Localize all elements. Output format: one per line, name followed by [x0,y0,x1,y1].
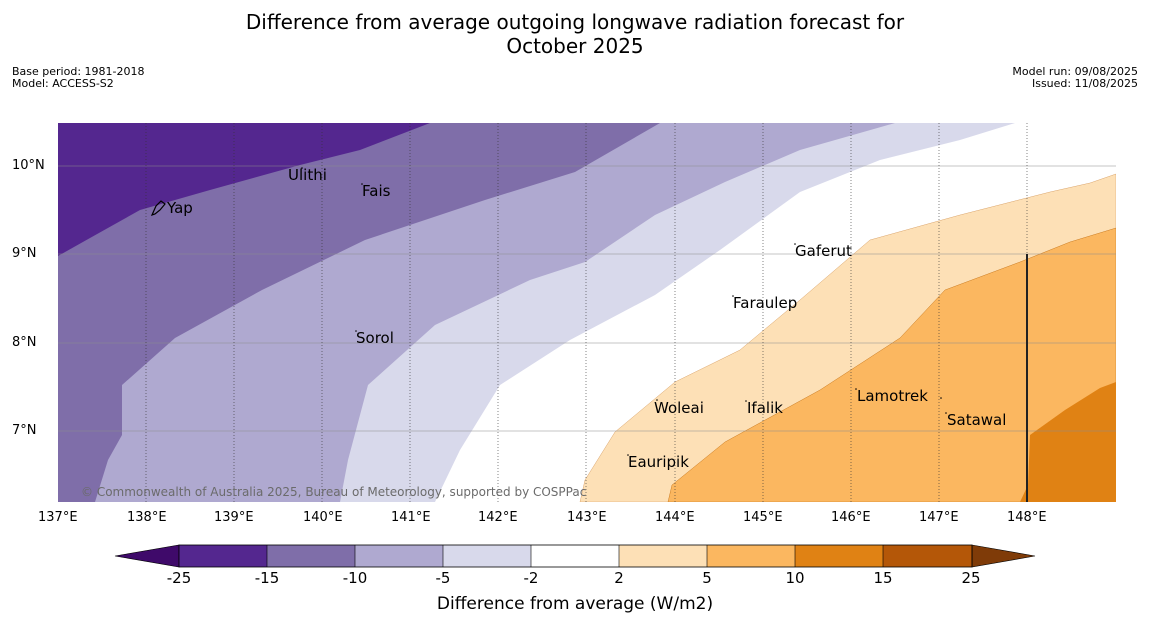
band-plus10-plus15 [1020,382,1116,502]
colorbar-arrow-left [114,544,180,568]
lon-label-137e: 137°E [38,510,78,525]
lat-label-8n: 8°N [12,335,37,350]
colorbar-tick: -2 [523,569,539,587]
island-label-sorol: Sorol [356,329,394,347]
lon-label-138e: 138°E [127,510,167,525]
island-label-woleai: Woleai [654,399,704,417]
colorbar-tick: -10 [342,569,368,587]
lat-gridlines [58,165,1116,432]
lon-label-139e: 139°E [214,510,254,525]
island-label-satawal: Satawal [947,411,1007,429]
colorbar-tick: 5 [702,569,712,587]
lon-gridlines [145,123,1028,502]
title-line-1: Difference from average outgoing longwav… [245,10,905,34]
colorbar-tick: -15 [254,569,280,587]
colorbar-cell [619,545,707,567]
lon-label-140e: 140°E [303,510,343,525]
colorbar-cell [355,545,443,567]
island-label-gaferut: Gaferut [795,242,852,260]
colorbar-tick: -25 [166,569,192,587]
lat-label-10n: 10°N [12,158,45,173]
island-markers [301,167,947,456]
lat-label-9n: 9°N [12,246,37,261]
lon-label-148e: 148°E [1007,510,1047,525]
run-info: Model run: 09/08/2025 Issued: 11/08/2025 [1012,66,1138,90]
colorbar-cell [267,545,355,567]
colorbar-tick: 10 [785,569,805,587]
copyright-text: © Commonwealth of Australia 2025, Bureau… [81,485,587,499]
colorbar-tick: 25 [961,569,981,587]
lon-label-141e: 141°E [391,510,431,525]
island-label-lamotrek: Lamotrek [857,387,928,405]
colorbar-tick: -5 [435,569,451,587]
model-text: Model: ACCESS-S2 [12,77,114,90]
island-label-ulithi: Ulithi [288,166,327,184]
band-plus5-plus10 [667,227,1116,502]
lon-label-144e: 144°E [655,510,695,525]
yap-island-shape [150,200,166,216]
colorbar-label: Difference from average (W/m2) [436,594,714,614]
colorbar-cell [707,545,795,567]
lat-label-7n: 7°N [12,423,37,438]
anomaly-field [58,123,1116,502]
lon-label-143e: 143°E [567,510,607,525]
base-period-text: Base period: 1981-2018 [12,65,145,78]
colorbar-cell [531,545,619,567]
island-label-fais: Fais [362,182,391,200]
colorbar-tick: 2 [614,569,624,587]
lon-label-147e: 147°E [919,510,959,525]
lon-label-142e: 142°E [478,510,518,525]
lon-label-146e: 146°E [831,510,871,525]
colorbar [114,544,1036,568]
island-label-faraulep: Faraulep [733,294,798,312]
title-line-2: October 2025 [506,34,644,58]
colorbar-cell [179,545,267,567]
colorbar-frame [178,544,973,568]
band-minus25-minus15 [58,123,430,256]
colorbar-cell [883,545,972,567]
colorbar-cell [443,545,531,567]
lon-label-145e: 145°E [743,510,783,525]
island-label-eauripik: Eauripik [628,453,689,471]
model-run-text: Model run: 09/08/2025 [1012,65,1138,78]
island-label-ifalik: Ifalik [747,399,783,417]
colorbar-dividers [266,545,884,567]
colorbar-tick: 15 [873,569,893,587]
issued-text: Issued: 11/08/2025 [1031,77,1138,90]
map-title: Difference from average outgoing longwav… [0,10,1150,58]
island-label-yap: Yap [167,199,193,217]
base-info: Base period: 1981-2018 Model: ACCESS-S2 [12,66,144,90]
colorbar-arrow-right [971,544,1036,568]
colorbar-cell [795,545,883,567]
